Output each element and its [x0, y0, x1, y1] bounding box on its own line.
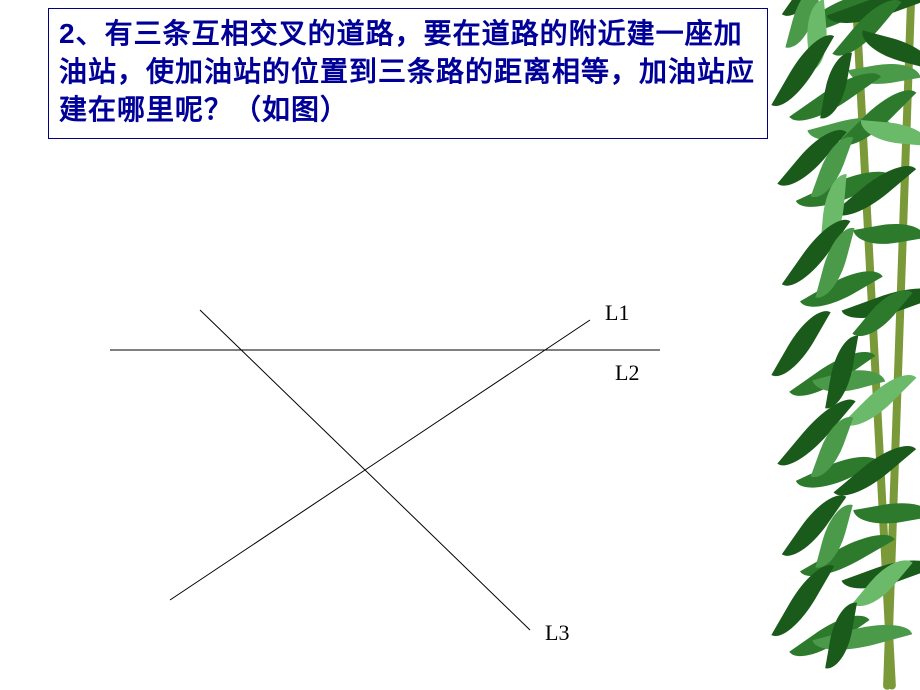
- label-l1: L1: [605, 300, 629, 326]
- roads-diagram: L1 L2 L3: [50, 170, 700, 620]
- bamboo-decoration: [700, 0, 920, 690]
- diagram-svg: [50, 170, 700, 650]
- question-box: 2、有三条互相交叉的道路，要在道路的附近建一座加油站，使加油站的位置到三条路的距…: [48, 8, 768, 139]
- question-text: 2、有三条互相交叉的道路，要在道路的附近建一座加油站，使加油站的位置到三条路的距…: [59, 15, 757, 128]
- label-l3: L3: [545, 620, 569, 646]
- road-line-L1: [170, 320, 590, 600]
- label-l2: L2: [615, 360, 639, 386]
- road-line-L3: [200, 310, 530, 630]
